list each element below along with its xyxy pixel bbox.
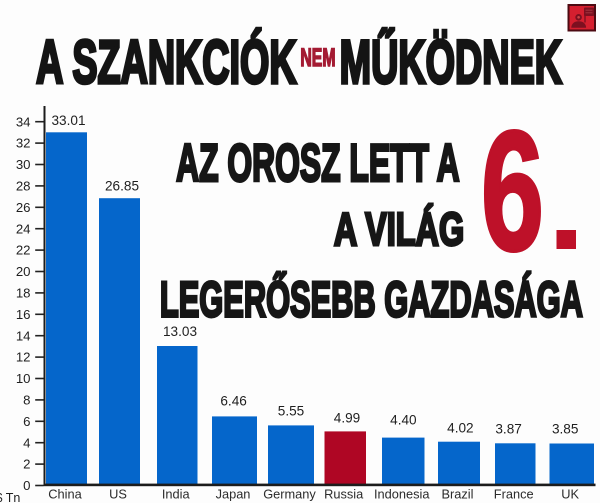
svg-text:13.03: 13.03: [163, 324, 197, 339]
svg-text:24: 24: [16, 221, 31, 236]
svg-text:6.46: 6.46: [220, 394, 246, 409]
svg-text:22: 22: [16, 243, 31, 258]
svg-text:A VILÁG: A VILÁG: [334, 203, 464, 255]
svg-text:34: 34: [16, 114, 31, 129]
svg-text:30: 30: [16, 157, 31, 172]
svg-text:Germany: Germany: [263, 487, 316, 502]
svg-text:India: India: [162, 487, 191, 502]
svg-text:NEM: NEM: [300, 44, 335, 71]
svg-text:26.85: 26.85: [105, 179, 139, 194]
svg-text:8: 8: [23, 393, 30, 408]
svg-text:10: 10: [16, 371, 31, 386]
svg-text:18: 18: [16, 286, 31, 301]
svg-text:Indonesia: Indonesia: [374, 487, 430, 502]
svg-text:Japan: Japan: [216, 487, 251, 502]
svg-text:28: 28: [16, 179, 31, 194]
svg-text:China: China: [48, 487, 82, 502]
svg-text:AZ OROSZ LETT A: AZ OROSZ LETT A: [176, 135, 459, 193]
svg-text:LEGERŐSEBB GAZDASÁGA: LEGERŐSEBB GAZDASÁGA: [160, 271, 583, 328]
svg-text:Russia: Russia: [324, 487, 364, 502]
svg-text:6: 6: [23, 414, 30, 429]
svg-text:0: 0: [23, 478, 30, 493]
svg-text:12: 12: [16, 350, 31, 365]
svg-text:4.99: 4.99: [334, 411, 360, 426]
svg-text:32: 32: [16, 136, 31, 151]
svg-text:4.02: 4.02: [447, 421, 473, 436]
svg-text:20: 20: [16, 264, 31, 279]
svg-text:16: 16: [16, 307, 31, 322]
svg-text:26: 26: [16, 200, 31, 215]
svg-text:$ Tn: $ Tn: [0, 491, 20, 503]
svg-text:5.55: 5.55: [278, 403, 304, 418]
svg-text:4.40: 4.40: [390, 412, 417, 427]
svg-text:4: 4: [23, 435, 30, 450]
svg-text:France: France: [494, 487, 534, 502]
svg-text:6: 6: [481, 96, 544, 287]
svg-text:2: 2: [23, 457, 30, 472]
svg-text:MŰKÖDNEK: MŰKÖDNEK: [340, 28, 563, 97]
svg-text:US: US: [109, 487, 127, 502]
svg-text:14: 14: [16, 328, 31, 343]
svg-text:3.85: 3.85: [552, 421, 578, 436]
svg-text:UK: UK: [561, 487, 579, 502]
svg-text:A SZANKCIÓK: A SZANKCIÓK: [36, 28, 297, 97]
svg-text:Brazil: Brazil: [442, 487, 474, 502]
svg-text:33.01: 33.01: [51, 113, 85, 128]
svg-text:3.87: 3.87: [495, 421, 521, 436]
